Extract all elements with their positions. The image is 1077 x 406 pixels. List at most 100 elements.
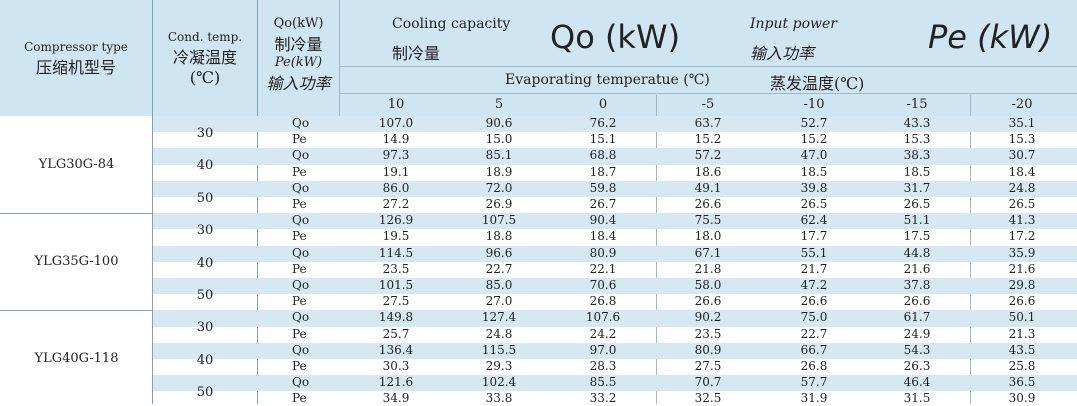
evap-temp-col-3: -5 [701, 97, 715, 112]
qo-value-cell: 47.0 [800, 148, 828, 163]
row-band [153, 180, 1077, 197]
qo-value-cell: 37.8 [903, 278, 931, 292]
qo-value-cell: 72.0 [485, 180, 513, 195]
qo-value-cell: 47.2 [800, 278, 828, 292]
qo-value-cell: 39.8 [800, 180, 828, 195]
pe-value-cell: 27.5 [694, 359, 722, 373]
qo-value-cell: 90.6 [485, 116, 513, 130]
evap-temp-col-5: -15 [906, 97, 928, 112]
cond-temp-value: 30 [196, 223, 214, 239]
qo-value-cell: 29.8 [1008, 278, 1036, 292]
compressor-model-name: YLG30G-84 [38, 156, 115, 172]
pe-row-label: Pe [292, 391, 307, 406]
pe-value-cell: 21.7 [800, 261, 828, 276]
qo-value-cell: 96.6 [485, 245, 513, 260]
pe-value-cell: 26.3 [903, 359, 931, 373]
pe-value-cell: 18.8 [485, 229, 513, 244]
compressor-model-name: YLG40G-118 [34, 351, 119, 366]
qo-row-label: Qo [292, 148, 310, 163]
pe-value-cell: 26.5 [903, 197, 931, 211]
pe-big-label: Pe (kW) [928, 18, 1053, 56]
cond-temp-unit: (℃) [189, 68, 221, 87]
pe-value-cell: 26.6 [694, 294, 722, 309]
pe-value-cell: 15.2 [800, 132, 828, 147]
qo-cn: 制冷量 [274, 35, 323, 54]
qo-row-label: Qo [292, 180, 310, 195]
pe-value-cell: 21.8 [694, 261, 722, 276]
qo-label: Qo(kW) [273, 16, 324, 31]
pe-value-cell: 21.6 [903, 261, 931, 276]
pe-value-cell: 26.6 [903, 294, 931, 309]
pe-value-cell: 31.5 [903, 391, 931, 406]
evap-temp-col-4: -10 [803, 97, 825, 112]
pe-value-cell: 32.5 [694, 391, 722, 406]
pe-row-label: Pe [292, 132, 307, 147]
pe-row-label: Pe [292, 294, 307, 309]
pe-value-cell: 28.3 [589, 359, 617, 373]
qo-value-cell: 41.3 [1008, 213, 1036, 228]
pe-value-cell: 14.9 [382, 132, 410, 147]
qo-value-cell: 35.9 [1008, 245, 1036, 260]
pe-value-cell: 15.2 [694, 132, 722, 147]
qo-value-cell: 57.2 [694, 148, 722, 163]
qo-value-cell: 63.7 [694, 116, 722, 130]
qo-row-label: Qo [292, 245, 310, 260]
divider [339, 93, 1077, 94]
qo-value-cell: 80.9 [589, 245, 617, 260]
pe-value-cell: 21.3 [1008, 326, 1036, 341]
pe-value-cell: 22.1 [589, 261, 617, 276]
row-band [153, 278, 1077, 295]
qo-row-label: Qo [292, 213, 310, 228]
qo-value-cell: 58.0 [694, 278, 722, 292]
pe-value-cell: 26.5 [800, 197, 828, 211]
pe-value-cell: 23.5 [694, 326, 722, 341]
pe-value-cell: 26.9 [485, 197, 513, 211]
qo-value-cell: 127.4 [481, 310, 517, 325]
pe-value-cell: 27.0 [485, 294, 513, 309]
qo-value-cell: 136.4 [378, 342, 414, 357]
qo-row-label: Qo [292, 342, 310, 357]
input-power-en: Input power [750, 16, 837, 32]
qo-value-cell: 85.5 [589, 375, 617, 390]
pe-value-cell: 33.2 [589, 391, 617, 406]
pe-value-cell: 18.5 [903, 164, 931, 179]
qo-value-cell: 80.9 [694, 342, 722, 357]
qo-value-cell: 44.8 [903, 245, 931, 260]
qo-value-cell: 86.0 [382, 180, 410, 195]
compressor-type-heading: Compressor type 压缩机型号 [0, 40, 152, 78]
pe-row-label: Pe [292, 197, 307, 211]
evap-temp-col-1: 5 [494, 97, 504, 112]
qo-value-cell: 24.8 [1008, 180, 1036, 195]
cond-temp-value: 50 [196, 190, 214, 206]
pe-value-cell: 18.5 [800, 164, 828, 179]
pe-label: Pe(kW) [274, 55, 323, 70]
pe-row-label: Pe [292, 326, 307, 341]
pe-value-cell: 24.2 [589, 326, 617, 341]
cond-temp-value: 40 [196, 352, 214, 368]
pe-value-cell: 15.3 [1008, 132, 1036, 147]
qo-value-cell: 31.7 [903, 180, 931, 195]
table-header [0, 0, 1077, 116]
pe-value-cell: 18.7 [589, 164, 617, 179]
pe-value-cell: 17.5 [903, 229, 931, 244]
pe-value-cell: 22.7 [800, 326, 828, 341]
pe-row-label: Pe [292, 229, 307, 244]
divider [257, 0, 258, 404]
qo-value-cell: 59.8 [589, 180, 617, 195]
qo-value-cell: 43.3 [903, 116, 931, 130]
pe-value-cell: 21.6 [1008, 261, 1036, 276]
qo-value-cell: 90.2 [694, 310, 722, 325]
qo-value-cell: 49.1 [694, 180, 722, 195]
cond-temp-value: 40 [196, 255, 214, 271]
pe-value-cell: 33.8 [485, 391, 513, 406]
qo-value-cell: 51.1 [903, 213, 931, 228]
qo-value-cell: 70.6 [589, 278, 617, 292]
qo-row-label: Qo [292, 278, 310, 292]
pe-value-cell: 23.5 [382, 261, 410, 276]
row-band [153, 342, 1077, 359]
pe-value-cell: 24.8 [485, 326, 513, 341]
pe-value-cell: 30.3 [382, 359, 410, 373]
pe-value-cell: 19.5 [382, 229, 410, 244]
row-band [153, 375, 1077, 392]
row-band [153, 148, 1077, 165]
